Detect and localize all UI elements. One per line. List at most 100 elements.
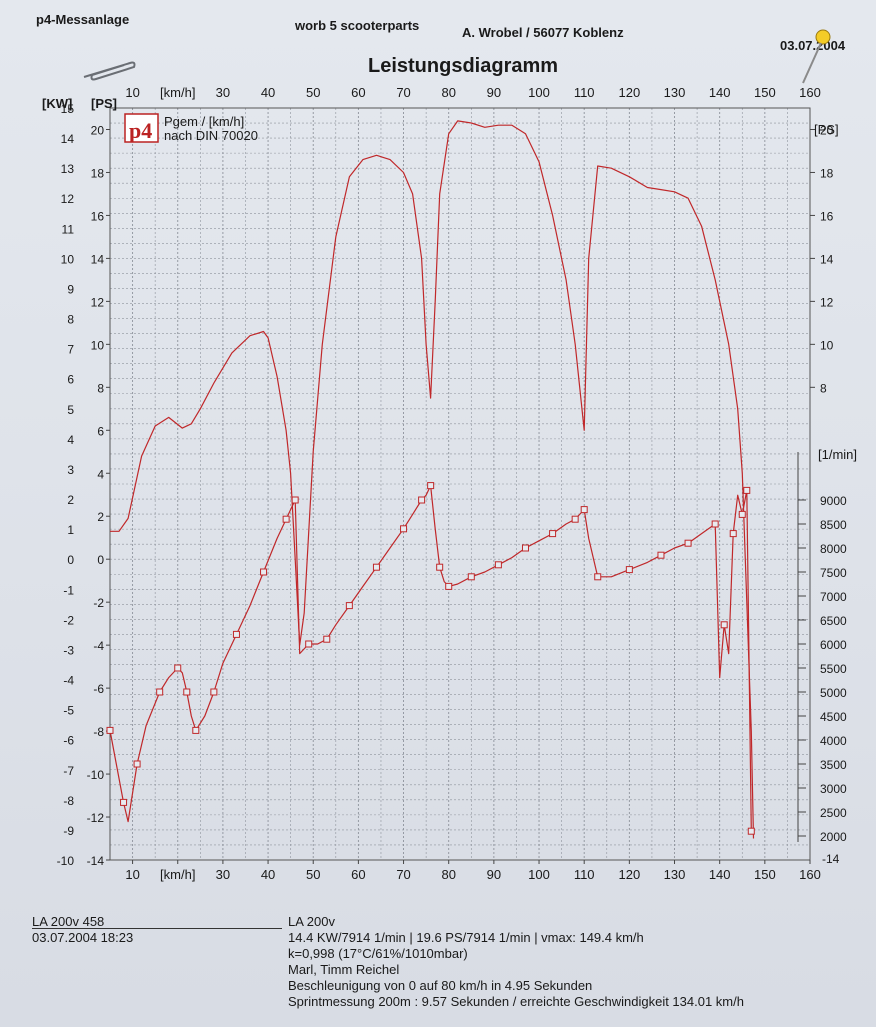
rpm-tick-label: 3000: [820, 782, 847, 796]
kw-tick-label: -7: [63, 764, 74, 778]
kw-tick-label: 14: [61, 132, 75, 146]
ps-tick-label-left: -2: [93, 596, 104, 610]
kw-tick-label: 8: [67, 313, 74, 327]
rpm-series-point: [345, 602, 353, 610]
rpm-series-line: [109, 485, 752, 832]
rpm-series-point: [467, 573, 475, 581]
footer-right-line-3: k=0,998 (17°C/61%/1010mbar): [288, 946, 468, 961]
x-tick-label-bottom: 70: [396, 867, 410, 882]
ps-tick-label-right: 16: [820, 209, 834, 223]
kw-tick-label: 6: [67, 373, 74, 387]
ps-tick-label-left: -14: [87, 854, 105, 868]
rpm-series-point: [260, 568, 268, 576]
rpm-series-point: [282, 515, 290, 523]
footer-left: LA 200v 458 03.07.2004 18:23: [32, 914, 133, 946]
kw-tick-label: 1: [67, 523, 74, 537]
ps-tick-label-left: 18: [91, 166, 105, 180]
rpm-series-point: [743, 486, 751, 494]
rpm-series-point: [400, 525, 408, 533]
rpm-tick-label: 8500: [820, 518, 847, 532]
rpm-series-point: [747, 827, 755, 835]
x-tick-label-top: 130: [664, 85, 686, 100]
x-tick-label-bottom: 80: [441, 867, 455, 882]
rpm-series-point: [305, 640, 313, 648]
rpm-tick-label: 4500: [820, 710, 847, 724]
x-tick-label-top: 60: [351, 85, 365, 100]
rpm-series-point: [571, 515, 579, 523]
kw-tick-label: 9: [67, 282, 74, 296]
x-tick-label-bottom: 90: [487, 867, 501, 882]
rpm-series-point: [323, 635, 331, 643]
ps-tick-label-right: 14: [820, 252, 834, 266]
kw-tick-label: -5: [63, 704, 74, 718]
kw-tick-label: 0: [67, 553, 74, 567]
x-tick-label-bottom: 160: [799, 867, 821, 882]
legend-line-2: nach DIN 70020: [164, 128, 258, 143]
chart-title: Leistungsdiagramm: [368, 55, 559, 77]
footer-right-line-2: 14.4 KW/7914 1/min | 19.6 PS/7914 1/min …: [288, 930, 644, 945]
ps-tick-label-left: 10: [91, 338, 105, 352]
rpm-series-point: [657, 551, 665, 559]
x-tick-label-bottom: 130: [664, 867, 686, 882]
rpm-series-point: [210, 688, 218, 696]
rpm-tick-label: 5500: [820, 662, 847, 676]
kw-tick-label: -3: [63, 643, 74, 657]
ps-tick-label-right: 8: [820, 381, 827, 395]
ps-tick-label-left: 0: [97, 553, 104, 567]
rpm-tick-label: 7500: [820, 566, 847, 580]
kw-tick-label: 4: [67, 433, 74, 447]
header-date: 03.07.2004: [780, 38, 846, 53]
rpm-series-point: [183, 688, 191, 696]
rpm-tick-label: 7000: [820, 590, 847, 604]
x-tick-label-top: 80: [441, 85, 455, 100]
rpm-axis-label: [1/min]: [818, 447, 857, 462]
footer-left-line-2: 03.07.2004 18:23: [32, 930, 134, 945]
rpm-series-point: [106, 726, 114, 734]
legend-line-1: Pgem / [km/h]: [164, 114, 244, 129]
footer-separator: [32, 928, 282, 929]
x-tick-label-top: 40: [261, 85, 275, 100]
kw-tick-label: -10: [57, 854, 75, 868]
ps-axis-label-left: [PS]: [91, 96, 117, 111]
ps-tick-label-right: 18: [820, 166, 834, 180]
x-tick-label-bottom: 30: [216, 867, 230, 882]
ps-tick-label-left: -4: [93, 639, 104, 653]
ps-tick-label-left: -10: [87, 768, 105, 782]
header-shop-name: worb 5 scooterparts: [295, 18, 420, 33]
ps-tick-label-left: 20: [91, 123, 105, 137]
ps-tick-label-left: 12: [91, 295, 105, 309]
rpm-series-point: [729, 530, 737, 538]
rpm-series-point: [232, 630, 240, 638]
x-tick-label-bottom: 40: [261, 867, 275, 882]
ps-tick-label-left: 2: [97, 510, 104, 524]
x-tick-label-top: 90: [487, 85, 501, 100]
ps-tick-label-right: 10: [820, 338, 834, 352]
footer-right-line-4: Marl, Timm Reichel: [288, 962, 400, 977]
footer-right-line-5: Beschleunigung von 0 auf 80 km/h in 4.95…: [288, 978, 593, 993]
ps-tick-label-right-bottom: -14: [822, 852, 840, 866]
ps-tick-label-left: 16: [91, 209, 105, 223]
x-tick-label-bottom: 60: [351, 867, 365, 882]
x-tick-label-top: 30: [216, 85, 230, 100]
paper-clip-icon: [83, 61, 136, 81]
rpm-series-point: [549, 530, 557, 538]
rpm-series-point: [625, 566, 633, 574]
ps-tick-label-left: 4: [97, 467, 104, 481]
rpm-series-point: [738, 510, 746, 518]
kw-tick-label: -2: [63, 613, 74, 627]
rpm-series-point: [580, 506, 588, 514]
rpm-series-point: [521, 544, 529, 552]
footer-left-line-1: LA 200v 458: [32, 914, 105, 929]
p4-logo-text: p4: [129, 118, 152, 143]
ps-tick-label-left: 14: [91, 252, 105, 266]
rpm-tick-label: 9000: [820, 494, 847, 508]
x-tick-label-top: 70: [396, 85, 410, 100]
rpm-tick-label: 6500: [820, 614, 847, 628]
kw-tick-label: 13: [61, 162, 75, 176]
x-tick-label-top: 50: [306, 85, 320, 100]
header-device-name: p4-Messanlage: [36, 12, 130, 27]
x-tick-label-top: 150: [754, 85, 776, 100]
rpm-series-point: [445, 582, 453, 590]
kw-tick-label: 3: [67, 463, 74, 477]
